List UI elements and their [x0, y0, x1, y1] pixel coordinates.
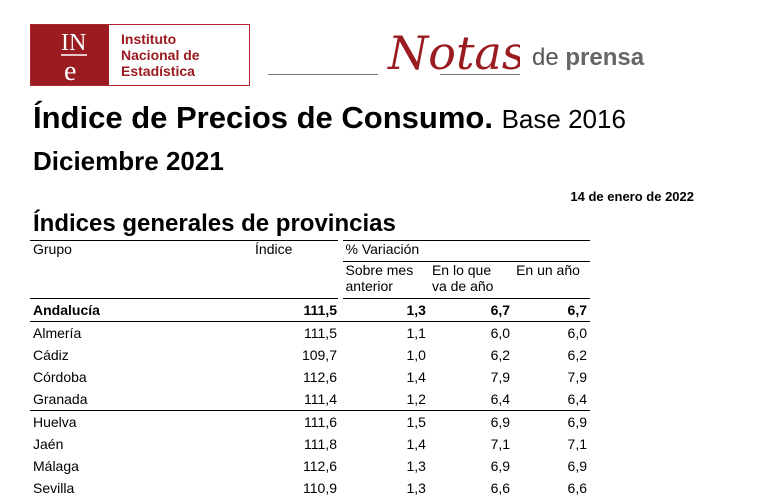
cell-ytd: 6,0 [490, 325, 511, 341]
notas-text: Notas [387, 26, 520, 80]
table-row: Málaga 112,6 1,3 6,9 6,9 [30, 455, 590, 477]
cell-name: Jaén [33, 436, 64, 452]
table-row: Cádiz 109,7 1,0 6,2 6,2 [30, 344, 590, 366]
cell-name: Sevilla [33, 480, 75, 496]
col-month: Sobre mes anterior [337, 261, 429, 299]
ine-logo: IN e Instituto Nacional de Estadística [30, 24, 250, 87]
cell-name: Málaga [33, 458, 79, 474]
cell-ytd: 6,2 [490, 347, 511, 363]
logo-red-block: IN e [31, 25, 109, 87]
cell-annual: 7,1 [567, 436, 587, 452]
cell-month: 1,3 [406, 458, 426, 474]
cell-ytd: 6,6 [490, 480, 511, 496]
cell-ytd: 6,9 [490, 458, 511, 474]
logo-line3: Estadística [121, 63, 195, 79]
col-ytd-line2: va de año [431, 278, 494, 294]
logo-letters-top: IN [61, 30, 86, 56]
cell-annual: 6,0 [567, 325, 587, 341]
cell-index: 111,8 [304, 436, 337, 452]
col-month-line1: Sobre mes [345, 262, 414, 278]
cell-ytd: 6,4 [428, 388, 514, 411]
logo-line1: Instituto [121, 31, 177, 47]
cell-month: 1,4 [406, 436, 426, 452]
section-title: Índices generales de provincias [33, 210, 396, 237]
cell-month: 1,3 [406, 480, 426, 496]
title-base: Base 2016 [501, 104, 626, 134]
cell-month: 1,4 [406, 369, 426, 385]
cell-ytd: 7,9 [490, 369, 511, 385]
col-group: Grupo [30, 240, 253, 262]
cell-name: Almería [33, 325, 82, 341]
col-month-line2: anterior [345, 278, 393, 294]
release-date: 14 de enero de 2022 [570, 189, 694, 204]
cell-index: 111,5 [304, 325, 337, 341]
col-annual: En un año [516, 262, 580, 278]
cell-month: 1,2 [340, 388, 429, 411]
cell-name: Granada [30, 388, 253, 411]
cell-ytd: 6,7 [428, 298, 514, 322]
table-body: Andalucía 111,5 1,3 6,7 6,7 Almería 111,5 1,1 6,… [30, 298, 590, 499]
cell-month: 1,5 [406, 414, 426, 430]
cell-index: 111,6 [304, 414, 337, 430]
cell-index: 111,4 [252, 388, 340, 411]
cell-name: Andalucía [30, 298, 253, 322]
cell-index: 111,5 [252, 298, 340, 322]
cell-ytd: 7,1 [490, 436, 511, 452]
page-title: Índice de Precios de Consumo. Base 2016 [33, 100, 626, 136]
table-row: Almería 111,5 1,1 6,0 6,0 [30, 322, 590, 345]
cell-annual: 6,9 [567, 414, 587, 430]
cell-index: 109,7 [301, 347, 337, 363]
brand-rule-right [440, 74, 520, 75]
cell-name: Huelva [33, 414, 77, 430]
notas-wordmark: Notas [387, 26, 520, 80]
col-ytd-line1: En lo que [431, 262, 492, 278]
cell-annual: 6,2 [567, 347, 587, 363]
de-word: de [532, 44, 559, 71]
prensa-word: prensa [565, 44, 645, 71]
cell-month: 1,1 [406, 325, 426, 341]
col-index: Índice [252, 240, 340, 262]
logo-letter-bottom: e [64, 56, 76, 85]
title-main: Índice de Precios de Consumo. [33, 100, 493, 135]
logo-line2: Nacional de [121, 47, 200, 63]
table-row: Huelva 111,6 1,5 6,9 6,9 [30, 411, 590, 434]
brand-rule-left [268, 74, 378, 75]
table-row: Córdoba 112,6 1,4 7,9 7,9 [30, 366, 590, 388]
cell-index: 112,6 [303, 458, 337, 474]
col-variation: % Variación [337, 240, 590, 262]
cell-ytd: 6,9 [490, 414, 511, 430]
col-ytd: En lo que va de año [429, 262, 513, 299]
cell-annual: 6,7 [513, 298, 590, 322]
logo-text: Instituto Nacional de Estadística [121, 31, 200, 79]
cell-annual: 7,9 [567, 369, 587, 385]
cell-annual: 6,6 [567, 480, 587, 496]
cell-annual: 6,9 [567, 458, 587, 474]
page-subtitle: Diciembre 2021 [33, 146, 224, 176]
table-row: Andalucía 111,5 1,3 6,7 6,7 [30, 298, 590, 322]
table-row: Granada 111,4 1,2 6,4 6,4 [30, 388, 590, 411]
cell-annual: 6,4 [513, 388, 590, 411]
table-row: Jaén 111,8 1,4 7,1 7,1 [30, 433, 590, 455]
cell-name: Cádiz [33, 347, 69, 363]
cell-index: 112,6 [303, 369, 337, 385]
cell-name: Córdoba [33, 369, 87, 385]
province-index-table: Grupo Índice % Variación Sobre mes anter… [30, 240, 590, 499]
table-row: Sevilla 110,9 1,3 6,6 6,6 [30, 477, 590, 499]
cell-index: 110,9 [303, 480, 337, 496]
cell-month: 1,0 [406, 347, 426, 363]
cell-month: 1,3 [340, 298, 429, 322]
de-prensa: de prensa [532, 44, 644, 72]
